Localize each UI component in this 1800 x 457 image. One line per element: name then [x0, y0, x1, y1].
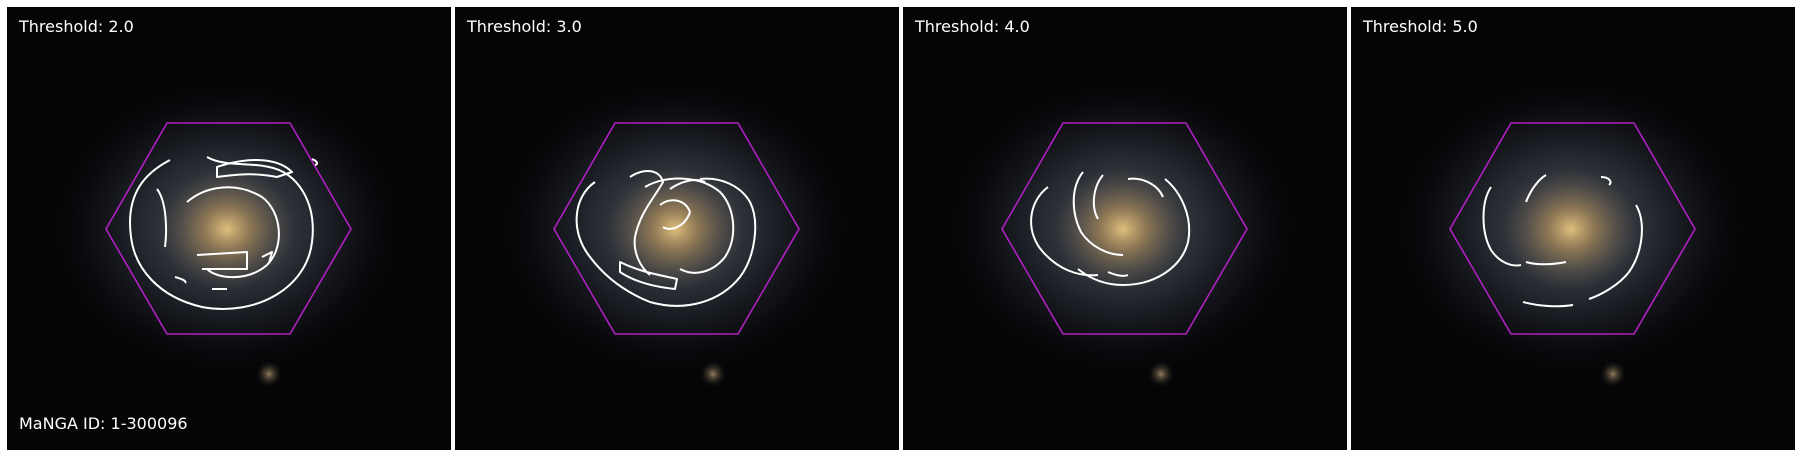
galaxy-core — [1501, 167, 1641, 291]
arm-contours — [129, 156, 319, 310]
arm-contours — [1482, 174, 1643, 308]
ifu-hexagon — [105, 122, 352, 335]
contour-fragment-1 — [1600, 176, 1612, 186]
ifu-hexagon — [1449, 122, 1696, 335]
contour-lower-arc — [1522, 301, 1574, 308]
background-star — [256, 361, 282, 387]
panel-title: Threshold: 2.0 — [19, 17, 134, 36]
contour-fragment-1 — [1107, 271, 1129, 277]
contour-left-arm — [1482, 186, 1522, 267]
contour-inner-bar — [196, 251, 248, 270]
arm-contours — [1030, 171, 1191, 286]
contour-lower-left — [1525, 261, 1567, 266]
background-star — [1148, 361, 1174, 387]
contour-center-left — [1092, 174, 1104, 220]
contour-right-arm — [1588, 204, 1643, 300]
ifu-hexagon — [1001, 122, 1248, 335]
panel-title: Threshold: 3.0 — [467, 17, 582, 36]
galaxy-core — [157, 167, 297, 291]
contour-left-arm — [1030, 186, 1099, 277]
galaxy-image — [47, 77, 407, 387]
contour-upper-arm — [216, 159, 293, 178]
contour-lower-arm — [619, 261, 678, 290]
contour-outer — [575, 177, 757, 307]
contour-left-inner — [1072, 171, 1124, 256]
galaxy-core — [1053, 167, 1193, 291]
galaxy-image — [1391, 77, 1751, 387]
contour-left-arm — [629, 170, 664, 276]
contour-upper-left — [1525, 174, 1547, 203]
galaxy-image — [943, 77, 1303, 387]
contour-right-arm — [1077, 178, 1191, 286]
panel-threshold-4: Threshold: 4.0 — [903, 7, 1347, 450]
panel-threshold-2: Threshold: 2.0 MaNGA ID: 1-300096 — [7, 7, 451, 450]
ifu-hexagon — [553, 122, 800, 335]
galaxy-image — [495, 77, 855, 387]
contour-center — [659, 199, 691, 230]
panel-threshold-3: Threshold: 3.0 — [455, 7, 899, 450]
contour-fragment-4 — [261, 251, 273, 264]
contour-left-arm — [156, 188, 167, 248]
arm-contours — [575, 170, 757, 307]
contour-outer — [129, 156, 314, 310]
panel-title: Threshold: 5.0 — [1363, 17, 1478, 36]
background-star — [700, 361, 726, 387]
contour-fragment-1 — [174, 276, 187, 284]
contour-fragment-3 — [311, 158, 319, 166]
contour-inner — [186, 186, 280, 279]
contour-fragment-1 — [669, 179, 706, 190]
panel-title: Threshold: 4.0 — [915, 17, 1030, 36]
background-star — [1600, 361, 1626, 387]
manga-id-label: MaNGA ID: 1-300096 — [19, 414, 188, 433]
contour-upper-right — [1127, 177, 1164, 198]
panel-threshold-5: Threshold: 5.0 — [1351, 7, 1795, 450]
contour-inner — [644, 177, 735, 274]
